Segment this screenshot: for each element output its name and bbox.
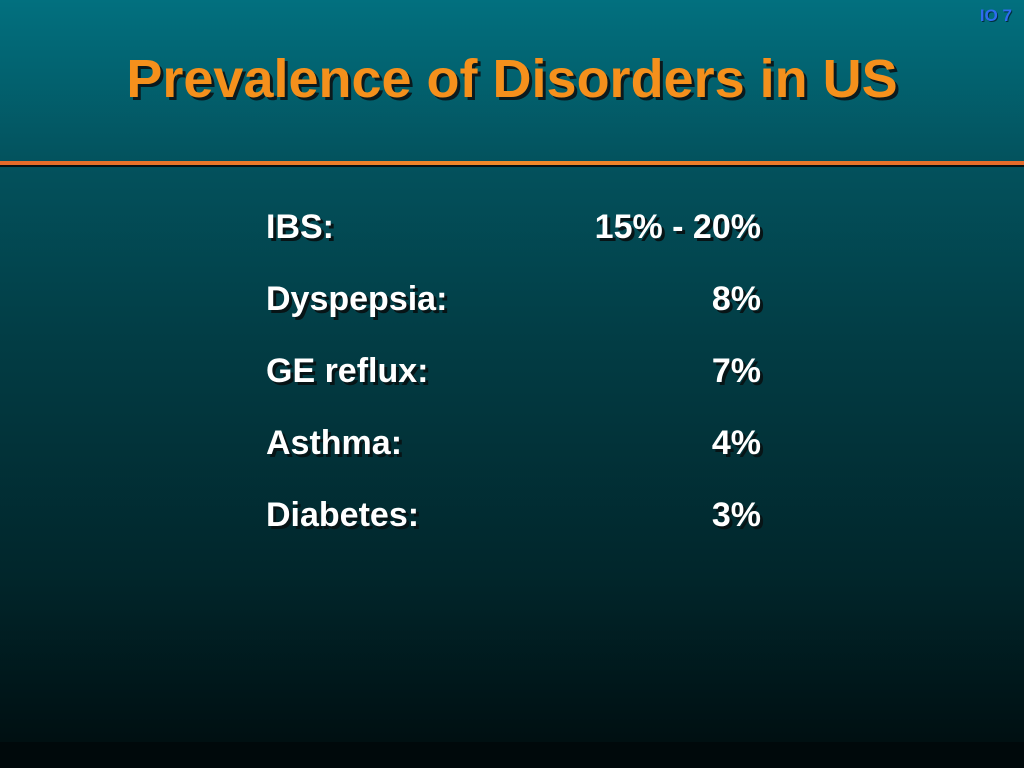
slide-title: Prevalence of Disorders in US <box>126 49 898 109</box>
row-value: 3% <box>711 496 761 534</box>
row-label: Dyspepsia: <box>266 280 448 318</box>
row-label: IBS: <box>266 208 334 246</box>
row-label: Asthma: <box>266 424 403 462</box>
title-divider <box>0 161 1024 165</box>
bottom-band <box>0 742 1024 768</box>
row-value: 8% <box>711 280 761 318</box>
row-value: 7% <box>711 352 761 390</box>
slide-number: IO 7 <box>979 6 1012 25</box>
prevalence-table: IBS: 15% - 20% Dyspepsia: 8% GE reflux: … <box>266 203 761 563</box>
row-label: Diabetes: <box>266 496 420 534</box>
table-row: Asthma: 4% <box>266 419 761 491</box>
table-row: Dyspepsia: 8% <box>266 275 761 347</box>
table-row: GE reflux: 7% <box>266 347 761 419</box>
row-value: 4% <box>711 424 761 462</box>
table-row: Diabetes: 3% <box>266 491 761 563</box>
table-row: IBS: 15% - 20% <box>266 203 761 275</box>
row-value: 15% - 20% <box>594 208 761 246</box>
row-label: GE reflux: <box>266 352 429 390</box>
